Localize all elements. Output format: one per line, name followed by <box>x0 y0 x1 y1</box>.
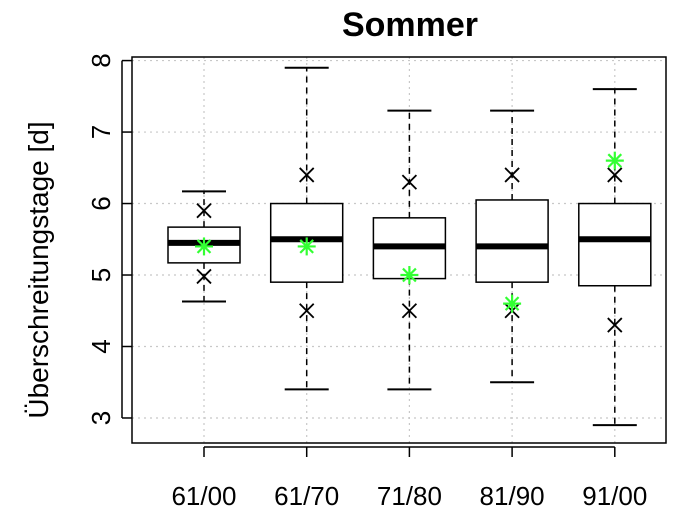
x-marker-stroke <box>607 317 623 333</box>
x-marker-stroke <box>607 167 623 183</box>
star-marker-stroke <box>299 239 314 254</box>
box-group <box>269 66 344 391</box>
axis-layer: 3 4 5 6 7 8 61/00 61/70 71/80 81/90 91/00 <box>86 53 667 511</box>
x-tick-label: 61/70 <box>274 481 339 511</box>
x-tick-label: 91/00 <box>582 481 647 511</box>
x-marker <box>504 167 520 183</box>
iqr-box <box>578 202 652 287</box>
star-marker-stroke <box>402 267 417 283</box>
x-marker-stroke <box>196 268 212 285</box>
x-marker-stroke <box>504 167 520 183</box>
x-marker <box>196 203 212 219</box>
x-marker-stroke <box>401 174 418 190</box>
box-group <box>372 109 447 391</box>
x-tick-label: 81/90 <box>480 481 545 511</box>
x-marker-stroke <box>299 167 315 183</box>
x-marker-stroke <box>299 303 315 319</box>
x-tick-label: 61/00 <box>171 481 236 511</box>
star-marker-stroke <box>196 239 212 254</box>
x-marker-stroke <box>196 203 212 219</box>
y-axis-label: Überschreitungstage [d] <box>23 121 54 418</box>
star-marker-stroke <box>504 296 520 311</box>
star-marker <box>195 237 213 256</box>
x-marker <box>196 268 212 285</box>
x-marker <box>607 167 623 183</box>
x-marker-stroke <box>401 303 418 319</box>
star-marker <box>400 266 419 285</box>
star-marker <box>297 237 316 256</box>
y-tick-label: 3 <box>86 411 116 425</box>
x-tick-label: 71/80 <box>377 481 442 511</box>
chart-title: Sommer <box>342 6 478 44</box>
x-marker <box>401 303 418 319</box>
star-marker <box>503 294 522 313</box>
x-marker <box>299 303 315 319</box>
star-marker-stroke <box>607 153 623 168</box>
star-marker <box>605 151 624 170</box>
y-tick-label: 7 <box>86 125 116 139</box>
y-tick-label: 5 <box>86 268 116 282</box>
x-marker <box>607 317 623 333</box>
x-marker <box>299 167 315 183</box>
marker-layer <box>195 151 624 333</box>
y-tick-label: 4 <box>86 339 116 353</box>
iqr-box <box>475 199 549 283</box>
box-group <box>475 109 549 384</box>
box-layer <box>167 66 652 427</box>
y-tick-label: 6 <box>86 196 116 210</box>
plot-frame <box>131 56 667 444</box>
y-tick-label: 8 <box>86 53 116 67</box>
x-marker <box>401 174 418 190</box>
box-group <box>578 88 652 427</box>
